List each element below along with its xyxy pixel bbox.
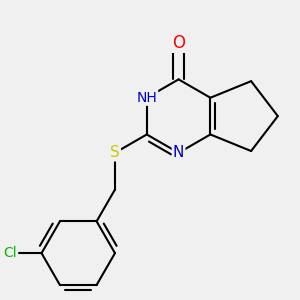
Text: N: N [173,145,184,160]
Text: O: O [172,34,185,52]
Text: NH: NH [136,91,157,105]
Text: S: S [110,145,120,160]
Text: Cl: Cl [4,246,17,260]
